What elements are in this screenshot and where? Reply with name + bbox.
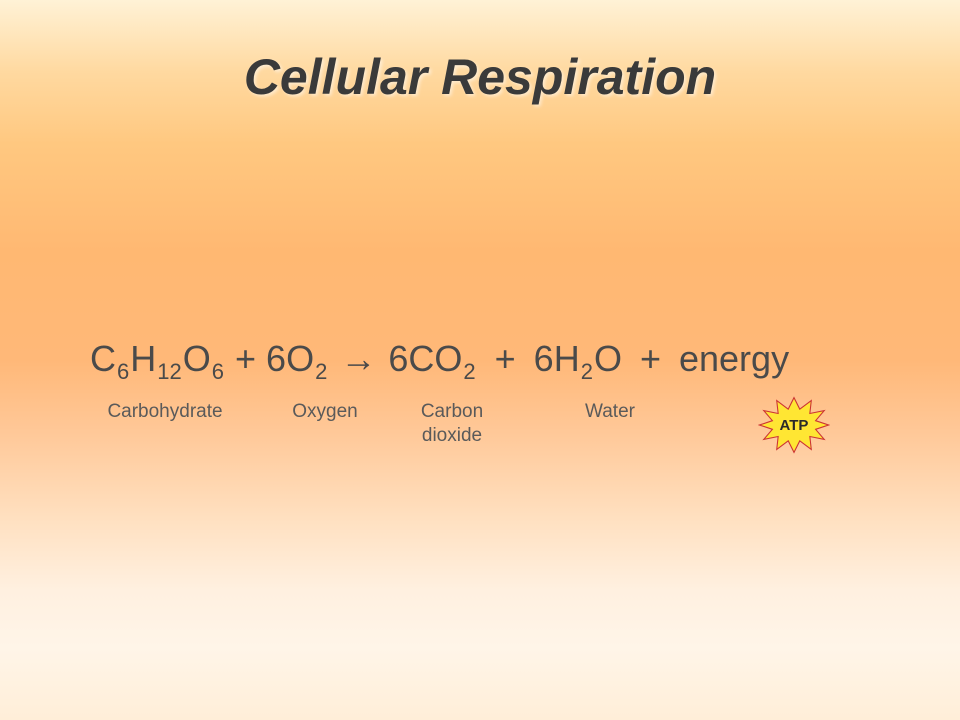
glucose-h: H	[130, 338, 156, 380]
co2-o: O	[434, 338, 462, 380]
label-oxygen: Oxygen	[280, 400, 370, 424]
plus-3: +	[640, 338, 661, 380]
oxygen-sub: 2	[315, 359, 327, 385]
oxygen-formula: 6 O 2	[266, 338, 328, 380]
glucose-formula: C 6 H 12 O 6	[90, 338, 225, 380]
water-o: O	[594, 338, 622, 380]
energy-word: energy	[679, 338, 789, 380]
water-sub: 2	[581, 359, 593, 385]
label-water: Water	[570, 400, 650, 424]
oxygen-o: O	[286, 338, 314, 380]
water-formula: 6 H 2 O	[534, 338, 622, 380]
glucose-c-sub: 6	[117, 359, 129, 385]
glucose-c: C	[90, 338, 116, 380]
energy-first-letter: e	[679, 338, 699, 380]
plus-1: +	[235, 338, 256, 380]
reaction-arrow: →	[340, 338, 376, 380]
slide-title: Cellular Respiration	[0, 48, 960, 106]
label-carbohydrate: Carbohydrate	[90, 400, 240, 424]
water-h: H	[554, 338, 580, 380]
plus-2: +	[495, 338, 516, 380]
energy-rest: nergy	[699, 338, 789, 380]
co2-c: C	[408, 338, 434, 380]
oxygen-coef: 6	[266, 338, 286, 380]
glucose-h-sub: 12	[157, 359, 181, 385]
equation-container: C 6 H 12 O 6 + 6 O 2 → 6 C O 2 + 6 H 2 O…	[90, 338, 900, 380]
glucose-o: O	[183, 338, 211, 380]
co2-sub: 2	[463, 359, 475, 385]
glucose-o-sub: 6	[212, 359, 224, 385]
chemical-equation: C 6 H 12 O 6 + 6 O 2 → 6 C O 2 + 6 H 2 O…	[90, 338, 900, 380]
label-carbon-dioxide: Carbon dioxide	[402, 400, 502, 448]
atp-label: ATP	[758, 396, 830, 454]
co2-formula: 6 C O 2	[388, 338, 476, 380]
atp-starburst: ATP	[758, 396, 830, 454]
co2-coef: 6	[388, 338, 408, 380]
water-coef: 6	[534, 338, 554, 380]
